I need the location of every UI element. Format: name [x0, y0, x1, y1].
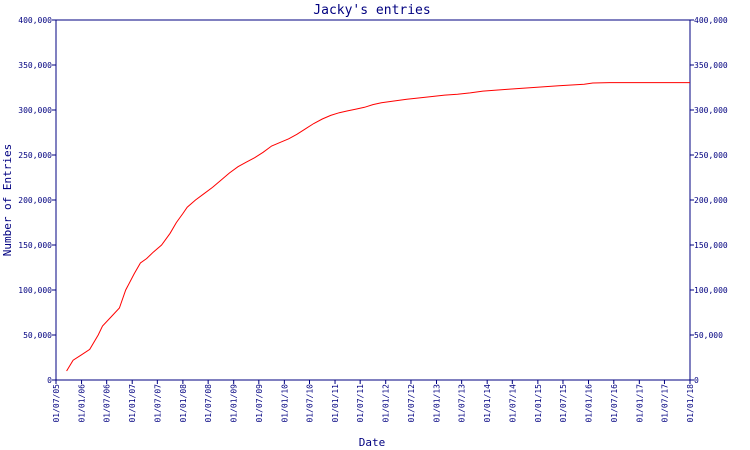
x-tick-label: 01/07/09: [255, 384, 264, 423]
x-tick-label: 01/01/17: [635, 384, 644, 423]
y-tick-label-right: 200,000: [694, 196, 728, 205]
y-tick-label-right: 0: [694, 376, 699, 385]
x-tick-label: 01/01/15: [534, 384, 543, 423]
x-tick-label: 01/07/10: [305, 384, 314, 423]
y-tick-label-left: 350,000: [18, 61, 52, 70]
y-tick-label-left: 400,000: [18, 16, 52, 25]
y-tick-label-right: 100,000: [694, 286, 728, 295]
y-tick-label-left: 0: [47, 376, 52, 385]
y-axis-label: Number of Entries: [1, 144, 14, 257]
x-tick-label: 01/07/15: [559, 384, 568, 423]
x-tick-label: 01/07/07: [153, 384, 162, 423]
y-tick-label-left: 200,000: [18, 196, 52, 205]
x-axis: 01/07/05 01/01/06 01/07/06 01/01/07 01/07/07…: [52, 380, 695, 423]
x-tick-label: 01/01/11: [331, 384, 340, 423]
x-tick-label: 01/01/18: [686, 384, 695, 423]
x-tick-label: 01/07/05: [52, 384, 61, 423]
y-tick-label-right: 50,000: [694, 331, 723, 340]
x-tick-label: 01/07/06: [103, 384, 112, 423]
x-tick-label: 01/07/13: [458, 384, 467, 423]
chart-title: Jacky's entries: [313, 3, 430, 18]
y-tick-label-left: 250,000: [18, 151, 52, 160]
y-tick-label-left: 50,000: [23, 331, 52, 340]
y-tick-label-left: 300,000: [18, 106, 52, 115]
y-tick-label-right: 400,000: [694, 16, 728, 25]
y-tick-label-right: 150,000: [694, 241, 728, 250]
x-tick-label: 01/01/13: [433, 384, 442, 423]
x-tick-label: 01/01/08: [179, 384, 188, 423]
x-tick-label: 01/07/17: [660, 384, 669, 423]
x-tick-label: 01/01/12: [382, 384, 391, 423]
y-tick-label-left: 150,000: [18, 241, 52, 250]
y-tick-label-right: 350,000: [694, 61, 728, 70]
x-tick-label: 01/07/12: [407, 384, 416, 423]
x-tick-label: 01/01/16: [585, 384, 594, 423]
x-axis-label: Date: [359, 436, 386, 449]
y-tick-label-right: 300,000: [694, 106, 728, 115]
x-tick-label: 01/07/16: [610, 384, 619, 423]
y-tick-label-left: 100,000: [18, 286, 52, 295]
x-tick-label: 01/01/09: [230, 384, 239, 423]
x-tick-label: 01/07/11: [356, 384, 365, 423]
series-line-entries: [66, 82, 690, 372]
x-tick-label: 01/01/14: [483, 384, 492, 423]
x-tick-label: 01/01/10: [280, 384, 289, 423]
axes: [55, 19, 691, 381]
x-tick-label: 01/01/07: [128, 384, 137, 423]
plot-area: [66, 82, 690, 372]
x-tick-label: 01/01/06: [78, 384, 87, 423]
x-tick-label: 01/07/14: [508, 384, 517, 423]
y-axis-left: 0 50,000 100,000 150,000 200,000 250,000 300,0…: [18, 16, 56, 385]
y-axis-right: 0 50,000 100,000 150,000 200,000 250,000 300,0…: [690, 16, 728, 385]
x-tick-label: 01/07/08: [204, 384, 213, 423]
y-tick-label-right: 250,000: [694, 151, 728, 160]
